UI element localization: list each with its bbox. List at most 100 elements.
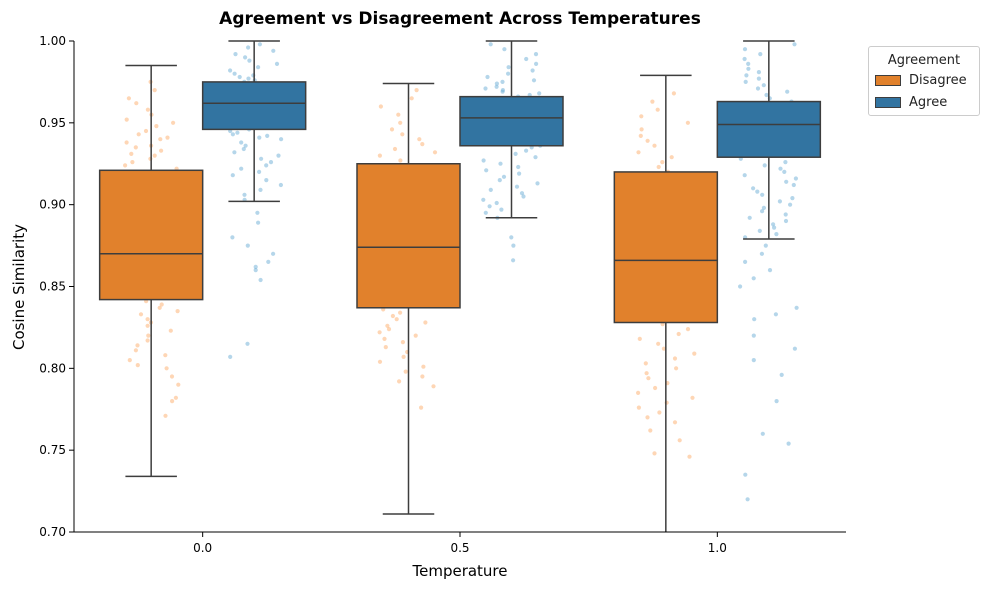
- point-agree-1.0-84: [792, 346, 798, 351]
- point-agree-0.0-70: [271, 251, 276, 256]
- point-disagree-1.0-45: [685, 327, 691, 332]
- point-agree-1.0-55: [793, 176, 799, 181]
- legend: Agreement Disagree Agree: [868, 46, 980, 116]
- point-disagree-0.5-0: [414, 88, 419, 93]
- point-agree-0.0-68: [230, 235, 235, 240]
- point-agree-0.0-62: [278, 182, 283, 188]
- point-agree-0.5-67: [487, 204, 492, 209]
- point-disagree-1.0-9: [636, 150, 641, 155]
- x-tick-label-0.0: 0.0: [193, 541, 212, 555]
- point-agree-0.5-53: [481, 158, 486, 163]
- point-agree-1.0-65: [760, 209, 765, 214]
- point-disagree-0.0-17: [129, 151, 134, 156]
- point-disagree-1.0-48: [656, 341, 661, 346]
- point-agree-1.0-3: [742, 56, 747, 62]
- point-disagree-0.5-3: [396, 112, 401, 117]
- point-disagree-1.0-1: [650, 99, 655, 104]
- point-agree-1.0-82: [752, 317, 757, 322]
- point-agree-0.0-66: [255, 210, 260, 215]
- point-agree-0.5-11: [494, 81, 499, 86]
- point-disagree-1.0-67: [652, 451, 657, 456]
- point-agree-0.5-69: [483, 210, 488, 215]
- point-agree-0.0-71: [266, 259, 271, 264]
- point-agree-1.0-67: [747, 215, 752, 220]
- point-agree-0.5-10: [500, 79, 505, 84]
- point-agree-0.5-51: [513, 151, 518, 156]
- point-disagree-0.0-6: [124, 117, 129, 122]
- point-agree-1.0-52: [778, 166, 783, 171]
- point-agree-0.0-53: [232, 150, 237, 155]
- point-disagree-0.0-20: [130, 160, 135, 165]
- point-agree-0.5-66: [494, 200, 499, 206]
- point-agree-0.5-2: [533, 52, 539, 57]
- point-disagree-0.0-10: [136, 132, 141, 137]
- point-agree-0.5-8: [485, 74, 490, 80]
- point-disagree-0.5-4: [398, 120, 403, 125]
- box-disagree-0.0: [98, 169, 204, 301]
- point-agree-0.5-57: [517, 171, 522, 176]
- point-agree-0.0-46: [230, 132, 235, 137]
- point-agree-1.0-59: [755, 189, 760, 194]
- point-disagree-0.0-70: [163, 353, 168, 358]
- point-disagree-0.0-21: [123, 163, 128, 168]
- point-disagree-1.0-66: [677, 438, 682, 443]
- point-agree-0.0-55: [259, 156, 264, 161]
- point-agree-0.5-60: [535, 181, 540, 186]
- point-agree-0.0-72: [253, 264, 258, 269]
- point-agree-0.5-65: [481, 197, 486, 202]
- y-tick-label-0.75: 0.75: [39, 443, 66, 457]
- point-disagree-1.0-47: [637, 336, 642, 341]
- point-agree-0.5-15: [500, 89, 505, 94]
- point-agree-0.5-9: [531, 78, 537, 83]
- point-agree-0.0-12: [246, 76, 251, 81]
- point-disagree-0.0-61: [138, 312, 144, 317]
- point-disagree-0.0-60: [175, 309, 180, 314]
- point-agree-0.0-58: [239, 166, 244, 171]
- point-disagree-1.0-5: [639, 127, 644, 132]
- point-agree-0.0-52: [241, 146, 246, 152]
- point-agree-1.0-75: [759, 251, 765, 256]
- point-disagree-0.0-74: [169, 374, 175, 379]
- point-disagree-0.0-75: [176, 382, 181, 387]
- point-agree-1.0-8: [756, 76, 762, 81]
- point-agree-1.0-83: [751, 333, 756, 338]
- point-agree-1.0-87: [774, 399, 779, 404]
- point-agree-0.0-63: [258, 187, 263, 192]
- point-agree-0.0-11: [237, 74, 242, 80]
- point-disagree-0.0-15: [133, 145, 138, 150]
- point-agree-0.0-74: [258, 277, 263, 283]
- point-disagree-0.0-73: [164, 366, 169, 371]
- point-agree-0.5-52: [533, 155, 538, 160]
- legend-label-disagree: Disagree: [909, 73, 967, 88]
- point-agree-0.0-47: [265, 133, 270, 138]
- point-disagree-1.0-62: [657, 410, 662, 415]
- point-disagree-0.5-58: [401, 354, 406, 359]
- point-agree-0.5-73: [510, 258, 516, 263]
- point-disagree-0.5-48: [394, 317, 399, 322]
- point-agree-1.0-90: [743, 472, 748, 477]
- point-disagree-0.0-64: [145, 323, 150, 328]
- point-disagree-0.5-8: [420, 142, 425, 147]
- y-tick-label-0.95: 0.95: [39, 116, 66, 130]
- point-disagree-1.0-63: [645, 415, 650, 420]
- point-disagree-0.5-55: [400, 340, 405, 345]
- point-agree-1.0-60: [760, 192, 765, 197]
- point-agree-1.0-63: [788, 202, 793, 207]
- point-agree-1.0-9: [743, 79, 748, 84]
- point-disagree-1.0-4: [685, 120, 691, 125]
- y-tick-label-1.00: 1.00: [39, 34, 66, 48]
- point-agree-0.5-71: [509, 235, 514, 240]
- point-agree-1.0-4: [746, 61, 751, 66]
- chart-title: Agreement vs Disagreement Across Tempera…: [219, 9, 701, 29]
- point-agree-1.0-80: [794, 305, 799, 310]
- point-agree-1.0-76: [743, 259, 748, 264]
- point-disagree-1.0-68: [687, 454, 692, 459]
- point-disagree-1.0-49: [661, 346, 667, 351]
- point-disagree-0.0-9: [143, 128, 149, 134]
- point-disagree-0.5-54: [382, 336, 387, 341]
- point-disagree-0.5-6: [400, 132, 405, 137]
- point-disagree-0.0-77: [170, 399, 175, 404]
- point-agree-1.0-13: [764, 92, 769, 98]
- point-disagree-0.0-72: [135, 363, 140, 368]
